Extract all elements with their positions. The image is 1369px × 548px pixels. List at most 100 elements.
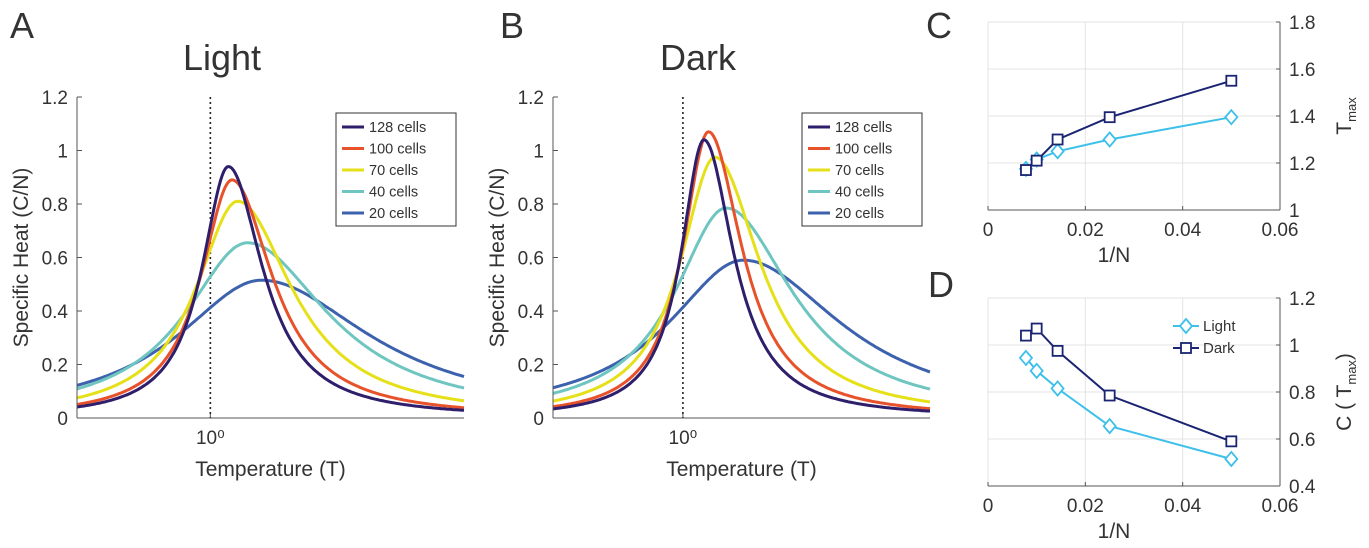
data-point-dark (1225, 435, 1238, 448)
panel-d: D 0 0.02 0.04 0.060.4 0.6 0.8 1 1.2 1/N C ( Tmax) L… (928, 264, 1359, 543)
curve-128-cells (76, 165, 465, 412)
curve-100-cells (552, 130, 931, 411)
y-axis-title: Specific Heat (C/N) (486, 168, 509, 348)
y-tick-label: 1.8 (1289, 13, 1315, 34)
x-tick-label: 0.02 (1067, 220, 1104, 241)
curve-40-cells (76, 241, 465, 391)
x-tick-label: 0 (983, 496, 994, 517)
panel-letter: B (500, 5, 524, 46)
panel-letter: C (926, 5, 952, 46)
panel-b: B Dark 0 0.2 0.4 0.6 0.8 1 1.2 10⁰ Temperature (T)… (486, 5, 931, 481)
y-tick-label: 1.2 (1289, 154, 1315, 175)
x-tick-label: 0.04 (1164, 496, 1201, 517)
y-tick-label: 0.6 (42, 249, 68, 270)
y-tick-label: 1 (533, 142, 544, 163)
curve-40-cells (552, 206, 931, 395)
panel-letter: D (928, 264, 954, 305)
legend-label: Light (1203, 318, 1236, 335)
y-axis-title: Specific Heat (C/N) (10, 168, 33, 348)
legend-label: 40 cells (835, 185, 884, 201)
legend-label: 100 cells (835, 142, 892, 158)
x-axis-title: 1/N (1098, 520, 1131, 543)
x-tick-label: 0.06 (1262, 496, 1299, 517)
y-tick-label: 1 (57, 142, 68, 163)
data-point-light (1224, 450, 1239, 468)
y-tick-label: 1 (1289, 336, 1300, 357)
y-tick-label: 1.4 (1289, 107, 1316, 128)
curve-100-cells (76, 178, 465, 410)
y-tick-label: 0.8 (1289, 383, 1315, 404)
legend-label: 128 cells (835, 120, 892, 136)
legend-label: Dark (1203, 340, 1235, 357)
y-tick-label: 0.2 (518, 356, 544, 377)
panel-title: Dark (660, 37, 737, 78)
data-point-light (1050, 142, 1065, 160)
y-tick-label: 0.8 (42, 195, 68, 216)
y-axis-title-suffix: ) (1333, 353, 1356, 360)
data-point-dark (1020, 329, 1032, 342)
y-axis-title-subscript: max (1344, 360, 1359, 385)
curve-70-cells (76, 199, 465, 403)
x-tick-label: 0.06 (1262, 220, 1299, 241)
panel-c: C 0 0.02 0.04 0.061 1.2 1.4 1.6 1.8 1/N Tmax (926, 5, 1359, 267)
x-tick-label: 10⁰ (196, 428, 225, 449)
curve-20-cells (552, 258, 931, 390)
y-tick-label: 0 (57, 409, 68, 430)
data-point-dark (1051, 133, 1064, 146)
legend-marker-dark (1180, 342, 1192, 354)
y-tick-label: 0.6 (518, 249, 544, 270)
y-tick-label: 1 (1289, 201, 1300, 222)
y-axis-title-subscript: max (1344, 97, 1359, 122)
series-line-light (1025, 357, 1232, 460)
curve-128-cells (552, 138, 931, 413)
y-tick-label: 0.8 (518, 195, 544, 216)
x-axis-title: Temperature (T) (666, 458, 817, 481)
y-axis-title: Tmax (1333, 97, 1359, 135)
y-tick-label: 1.2 (518, 88, 544, 109)
data-point-light (1102, 131, 1117, 148)
data-point-light (1018, 349, 1034, 367)
legend-marker-light (1178, 317, 1194, 335)
data-point-dark (1225, 74, 1238, 87)
data-point-light (1224, 108, 1239, 126)
x-tick-label: 10⁰ (669, 428, 698, 449)
y-tick-label: 1.6 (1289, 60, 1315, 81)
legend-label: 128 cells (369, 120, 426, 136)
x-axis-title: Temperature (T) (195, 458, 346, 481)
y-axis-title-main: C ( T (1333, 384, 1356, 430)
legend-label: 20 cells (835, 206, 884, 222)
y-axis-title-main: T (1333, 122, 1356, 135)
y-tick-label: 1.2 (42, 88, 68, 109)
data-point-dark (1103, 111, 1116, 124)
y-tick-label: 0.2 (42, 356, 68, 377)
data-point-light (1102, 417, 1117, 435)
data-point-dark (1051, 344, 1064, 357)
x-tick-label: 0 (983, 220, 994, 241)
data-point-light (1050, 380, 1065, 397)
y-tick-label: 0.4 (1289, 477, 1316, 498)
y-tick-label: 0 (533, 409, 544, 430)
y-tick-label: 0.6 (1289, 430, 1315, 451)
legend-label: 100 cells (369, 142, 426, 158)
y-tick-label: 0.4 (518, 302, 545, 323)
data-point-light (1029, 362, 1044, 380)
data-point-dark (1103, 389, 1116, 402)
y-tick-label: 0.4 (42, 302, 69, 323)
panel-a: A Light 0 0.2 0.4 0.6 0.8 1 1.2 10⁰ Temperature (T… (10, 5, 465, 481)
legend-label: 40 cells (369, 185, 418, 201)
legend-label: 70 cells (835, 163, 884, 179)
panel-letter: A (10, 5, 34, 46)
data-point-dark (1020, 164, 1032, 176)
data-point-dark (1030, 322, 1043, 335)
y-axis-title: C ( Tmax) (1333, 353, 1359, 431)
x-tick-label: 0.04 (1164, 220, 1201, 241)
panel-title: Light (183, 37, 261, 78)
legend-label: 20 cells (369, 206, 418, 222)
legend-label: 70 cells (369, 163, 418, 179)
x-tick-label: 0.02 (1067, 496, 1104, 517)
x-axis-title: 1/N (1098, 244, 1131, 267)
curve-70-cells (552, 155, 931, 404)
data-point-dark (1030, 154, 1043, 167)
y-tick-label: 1.2 (1289, 289, 1315, 310)
